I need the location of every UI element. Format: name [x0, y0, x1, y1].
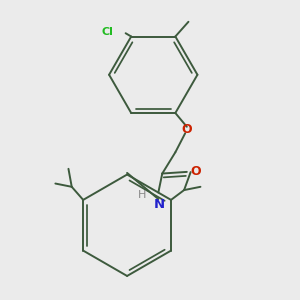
Text: O: O	[191, 165, 201, 178]
Text: N: N	[153, 198, 165, 211]
Text: H: H	[138, 190, 147, 200]
Text: O: O	[182, 123, 192, 136]
Text: Cl: Cl	[101, 27, 113, 37]
